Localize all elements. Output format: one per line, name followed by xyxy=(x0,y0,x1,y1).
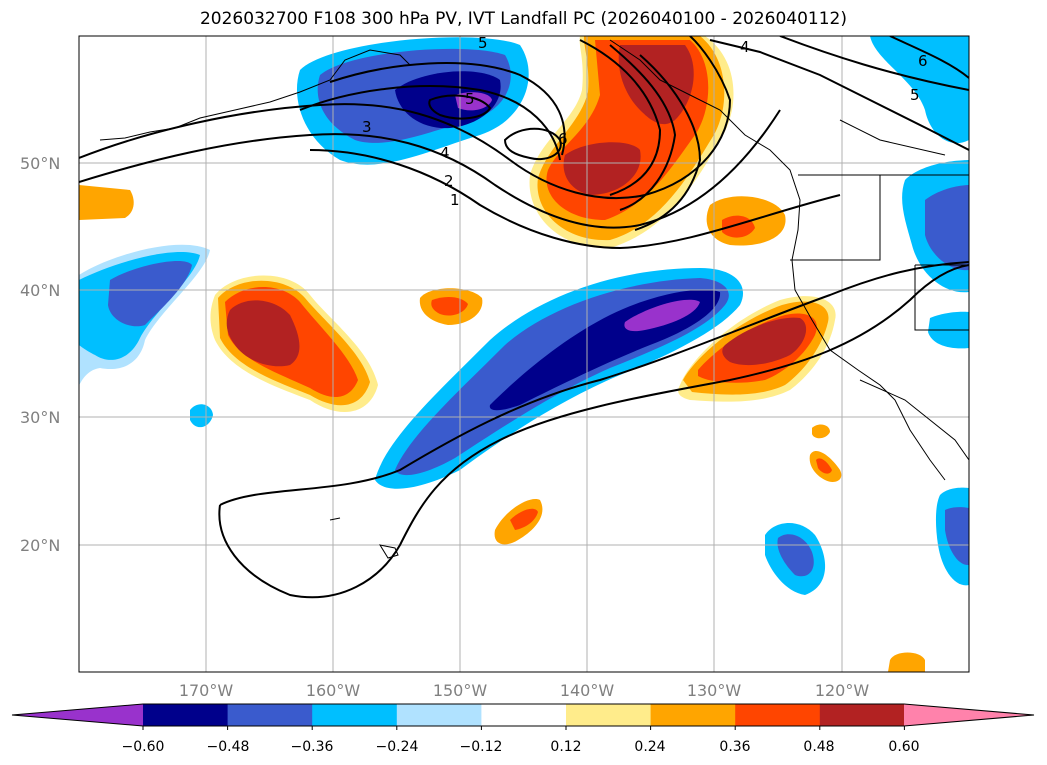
pv-contours xyxy=(79,36,969,599)
ivt-positive-west xyxy=(210,275,378,412)
colorbar-tick-label: −0.60 xyxy=(122,739,165,755)
lon-label: 130°W xyxy=(687,681,742,700)
colorbar-swatch xyxy=(566,704,652,726)
colorbar-swatch xyxy=(650,704,736,726)
colorbar-swatch xyxy=(819,704,905,726)
ivt-positive-pnw xyxy=(706,196,786,246)
colorbar-swatch xyxy=(481,704,567,726)
colorbar-swatch xyxy=(227,704,313,726)
ivt-negative-west xyxy=(79,244,210,385)
ivt-positive-left-edge xyxy=(79,185,134,220)
ivt-positive-spot-south xyxy=(494,499,543,545)
colorbar-tick-label: 0.12 xyxy=(550,739,581,755)
colorbar-tick-label: −0.12 xyxy=(460,739,503,755)
contour-label: 3 xyxy=(362,118,372,136)
lat-label: 20°N xyxy=(20,536,60,555)
lat-label: 50°N xyxy=(20,154,60,173)
colorbar-swatch xyxy=(312,704,398,726)
contour-label: 5 xyxy=(478,34,488,52)
colorbar-tick-label: −0.36 xyxy=(291,739,334,755)
contour-label: 4 xyxy=(740,38,750,56)
ivt-positive-spot-baja1 xyxy=(812,424,830,439)
lon-label: 170°W xyxy=(179,681,234,700)
ivt-positive-small-center xyxy=(419,288,483,325)
map-title: 2026032700 F108 300 hPa PV, IVT Landfall… xyxy=(199,9,847,29)
lon-label: 150°W xyxy=(433,681,488,700)
contour-label: 6 xyxy=(558,130,568,148)
ivt-negative-southeast xyxy=(935,487,969,586)
lat-label: 40°N xyxy=(20,281,60,300)
colorbar xyxy=(11,703,1035,730)
colorbar-labels: −0.60 −0.48 −0.36 −0.24 −0.12 0.12 0.24 … xyxy=(122,739,920,755)
contour-label: 5 xyxy=(465,90,475,108)
ivt-shading xyxy=(79,36,969,672)
lon-label: 120°W xyxy=(815,681,870,700)
map-plot-area: 5 5 3 4 2 1 6 4 6 5 xyxy=(79,34,969,672)
contour-label: 1 xyxy=(450,191,460,209)
colorbar-swatch xyxy=(735,704,821,726)
contour-label: 4 xyxy=(440,144,450,162)
colorbar-swatch xyxy=(396,704,482,726)
colorbar-swatch xyxy=(143,704,229,726)
lon-label: 160°W xyxy=(306,681,361,700)
ivt-negative-northeast xyxy=(870,36,969,349)
colorbar-tick-label: 0.48 xyxy=(803,739,834,755)
ivt-positive-spot-bottom xyxy=(888,652,925,672)
pv-contour-labels: 5 5 3 4 2 1 6 4 6 5 xyxy=(362,34,928,209)
lat-label: 30°N xyxy=(20,408,60,427)
lon-axis-labels: 170°W 160°W 150°W 140°W 130°W 120°W xyxy=(179,681,870,700)
lat-axis-labels: 50°N 40°N 30°N 20°N xyxy=(20,154,60,555)
lon-label: 140°W xyxy=(560,681,615,700)
coastlines xyxy=(99,39,969,559)
colorbar-tick-label: 0.36 xyxy=(719,739,750,755)
contour-label: 2 xyxy=(444,172,454,190)
colorbar-tick-label: −0.24 xyxy=(376,739,419,755)
contour-label: 6 xyxy=(918,52,928,70)
colorbar-extend-max xyxy=(904,704,1034,726)
map-frame xyxy=(78,35,970,673)
ivt-negative-spot xyxy=(190,404,213,428)
gridlines xyxy=(79,36,969,672)
colorbar-tick-label: 0.60 xyxy=(888,739,919,755)
contour-label: 5 xyxy=(910,86,920,104)
colorbar-extend-min xyxy=(12,704,143,726)
colorbar-tick-label: 0.24 xyxy=(634,739,665,755)
colorbar-tick-label: −0.48 xyxy=(207,739,250,755)
